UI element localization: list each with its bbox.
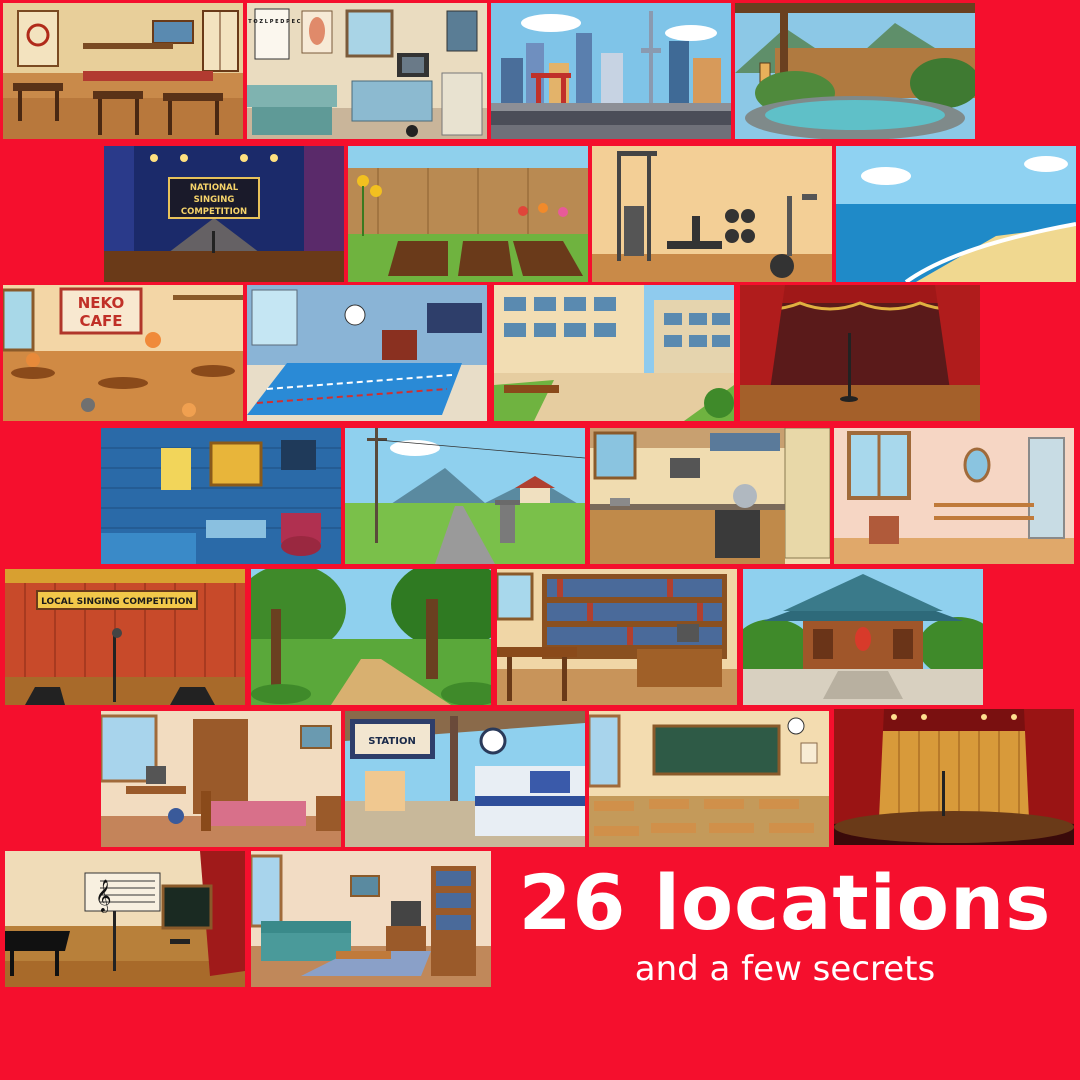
concert-hall-stage-tile — [834, 709, 1074, 845]
living-room-tile — [251, 851, 491, 987]
svg-text:COMPETITION: COMPETITION — [181, 207, 247, 217]
neko-cafe-tile: NEKO CAFE — [3, 285, 243, 421]
kitchen-tile — [590, 428, 830, 564]
classroom-tile — [589, 711, 829, 847]
swimming-pool-tile — [247, 285, 487, 421]
national-stage-tile: NATIONAL SINGING COMPETITION — [104, 146, 344, 282]
temple-tile — [743, 569, 983, 705]
red-curtain-stage-tile — [740, 285, 980, 421]
eye-chart-text: E F P T O Z L P E D P E C F D — [247, 19, 311, 25]
train-station-tile: STATION — [345, 711, 585, 847]
local-stage-tile: LOCAL SINGING COMPETITION — [5, 569, 245, 705]
headline-title: 26 locations — [518, 858, 1052, 947]
neko-cafe-sign: NEKO — [78, 294, 125, 312]
svg-text:SINGING: SINGING — [194, 195, 235, 205]
bathroom-tile — [101, 428, 341, 564]
school-courtyard-tile — [494, 285, 734, 421]
library-tile — [497, 569, 737, 705]
doctors-office-tile: E F P T O Z L P E D P E C F D — [247, 3, 487, 139]
hot-spring-tile — [735, 3, 975, 139]
station-sign: STATION — [368, 736, 416, 747]
forest-path-tile — [251, 569, 491, 705]
gym-tile — [592, 146, 832, 282]
svg-text:𝄞: 𝄞 — [95, 879, 112, 913]
city-skyline-tile — [491, 3, 731, 139]
dance-studio-tile — [834, 428, 1074, 564]
country-road-tile — [345, 428, 585, 564]
headline: 26 locations and a few secrets — [500, 858, 1070, 990]
beach-tile — [836, 146, 1076, 282]
local-stage-sign: LOCAL SINGING COMPETITION — [41, 597, 193, 607]
svg-text:CAFE: CAFE — [79, 312, 122, 330]
headline-subtitle: and a few secrets — [634, 949, 936, 989]
japanese-restaurant-tile — [3, 3, 243, 139]
bedroom-tile — [101, 711, 341, 847]
music-room-tile: 𝄞 — [5, 851, 245, 987]
garden-tile — [348, 146, 588, 282]
national-stage-sign: NATIONAL — [190, 183, 239, 193]
